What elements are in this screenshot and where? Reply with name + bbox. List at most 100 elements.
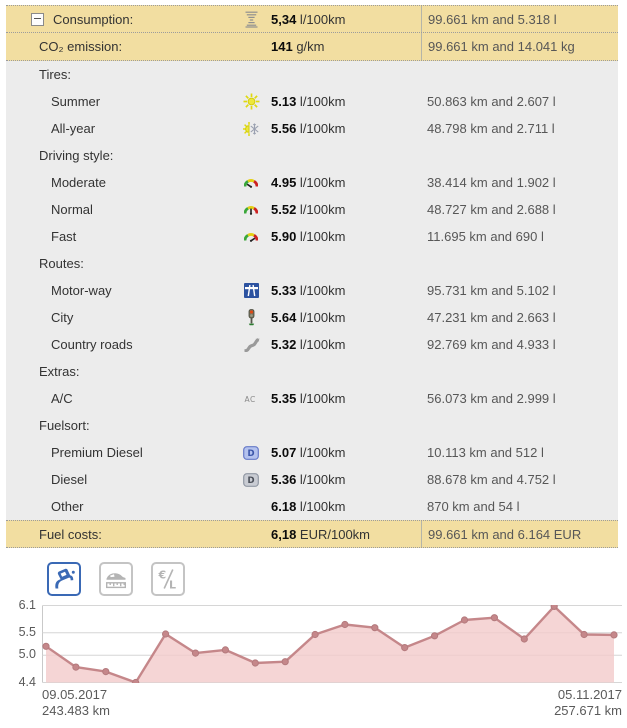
diesel-icon: D bbox=[243, 472, 259, 487]
chart-plot-area bbox=[42, 605, 622, 683]
row-stats: 50.863 km and 2.607 l bbox=[427, 94, 556, 109]
row-tires: Tires: bbox=[6, 61, 618, 88]
value: 5,34 bbox=[271, 11, 297, 27]
unit: l/100km bbox=[296, 175, 346, 190]
unit: l/100km bbox=[296, 445, 346, 460]
unit: l/100km bbox=[296, 202, 346, 217]
unit: l/100km bbox=[296, 472, 346, 487]
value: 5.56 bbox=[271, 121, 297, 136]
x-axis-end-label: 05.11.2017 257.671 km bbox=[554, 687, 622, 719]
svg-text:D: D bbox=[247, 449, 254, 459]
svg-text:€: € bbox=[158, 569, 167, 582]
row-label: CO₂ emission: bbox=[39, 39, 123, 54]
row-stats: 92.769 km and 4.933 l bbox=[427, 337, 556, 352]
y-tick-label: 6.1 bbox=[18, 597, 36, 612]
row-stats: 11.695 km and 690 l bbox=[427, 229, 544, 244]
row-stats: 48.798 km and 2.711 l bbox=[427, 121, 555, 136]
row-driving-style: Driving style: bbox=[6, 142, 618, 169]
row-label: Moderate bbox=[51, 175, 106, 190]
unit: l/100km bbox=[296, 499, 346, 514]
row-label: Motor-way bbox=[51, 283, 112, 298]
row-label: Premium Diesel bbox=[51, 445, 143, 460]
row-other: Other 6.18 l/100km 870 km and 54 l bbox=[6, 493, 618, 520]
winding-road-icon bbox=[243, 337, 260, 352]
unit: g/km bbox=[292, 39, 325, 54]
gauge-mid-icon bbox=[244, 204, 258, 215]
row-label: A/C bbox=[51, 391, 73, 406]
start-odometer: 243.483 km bbox=[42, 703, 110, 718]
value: 5.32 bbox=[271, 337, 297, 352]
row-fast: Fast 5.90 l/100km 11.695 km and 690 l bbox=[6, 223, 618, 250]
y-tick-label: 5.0 bbox=[18, 647, 36, 662]
value: 5.52 bbox=[271, 202, 297, 217]
row-stats: 870 km and 54 l bbox=[427, 499, 520, 514]
row-stats: 56.073 km and 2.999 l bbox=[427, 391, 556, 406]
row-moderate: Moderate 4.95 l/100km 38.414 km and 1.902 … bbox=[6, 169, 618, 196]
gauge-high-icon bbox=[244, 231, 258, 242]
fuel-pump-icon bbox=[52, 567, 76, 591]
unit: l/100km bbox=[296, 94, 346, 109]
y-tick-label: 4.4 bbox=[18, 674, 36, 689]
row-fuelsort: Fuelsort: bbox=[6, 412, 618, 439]
row-label: Diesel bbox=[51, 472, 88, 487]
car-ruler-icon bbox=[104, 567, 128, 591]
end-odometer: 257.671 km bbox=[554, 703, 622, 718]
row-country-roads: Country roads 5.32 l/100km 92.769 km and 4… bbox=[6, 331, 618, 358]
row-stats: 48.727 km and 2.688 l bbox=[427, 202, 556, 217]
value: 141 bbox=[271, 39, 293, 54]
section-label: Tires: bbox=[39, 67, 72, 82]
unit: l/100km bbox=[296, 283, 346, 298]
start-date: 09.05.2017 bbox=[42, 687, 108, 702]
price-per-liter-icon: € L bbox=[156, 567, 180, 592]
row-fuel-costs: Fuel costs: 6,18 EUR/100km 99.661 km and 6… bbox=[6, 520, 618, 548]
section-label: Fuelsort: bbox=[39, 418, 90, 433]
row-stats: 47.231 km and 2.663 l bbox=[427, 310, 556, 325]
statistics-table: Consumption: 5,34 l/100km 99.661 km and 5.… bbox=[6, 5, 618, 548]
unit: l/100km bbox=[296, 337, 346, 352]
consumption-chart-button[interactable] bbox=[47, 562, 81, 596]
unit: l/100km bbox=[296, 310, 346, 325]
value: 4.95 bbox=[271, 175, 297, 190]
motorway-icon bbox=[243, 283, 259, 298]
row-label: Fast bbox=[51, 229, 77, 244]
row-summer: Summer 5.13 l/100km 50.863 km and 2.607 l bbox=[6, 88, 618, 115]
row-label: Summer bbox=[51, 94, 101, 109]
svg-text:L: L bbox=[169, 579, 176, 592]
row-label: City bbox=[51, 310, 74, 325]
value: 6.18 bbox=[271, 499, 297, 514]
section-label: Routes: bbox=[39, 256, 84, 271]
fuel-price-chart-button[interactable]: € L bbox=[151, 562, 185, 596]
row-label: Country roads bbox=[51, 337, 133, 352]
row-stats: 99.661 km and 6.164 EUR bbox=[421, 521, 618, 547]
y-tick-label: 5.5 bbox=[18, 624, 36, 639]
sun-icon bbox=[243, 93, 260, 110]
svg-text:D: D bbox=[247, 476, 254, 486]
collapse-icon[interactable] bbox=[31, 12, 44, 26]
row-label: Fuel costs: bbox=[39, 526, 102, 542]
consumption-chart: 6.1 5.5 5.0 4.4 bbox=[0, 598, 627, 689]
row-label: Normal bbox=[51, 202, 93, 217]
unit: EUR/100km bbox=[296, 526, 371, 542]
row-routes: Routes: bbox=[6, 250, 618, 277]
row-all-year: All-year 5.56 l/100km 48.798 km and 2.711 … bbox=[6, 115, 618, 142]
row-label: Consumption: bbox=[53, 11, 134, 27]
consumption-gauge-icon bbox=[245, 11, 258, 28]
end-date: 05.11.2017 bbox=[557, 687, 622, 702]
traffic-light-icon bbox=[247, 309, 256, 326]
diesel-premium-icon: D bbox=[243, 445, 259, 460]
value: 5.90 bbox=[271, 229, 297, 244]
row-normal: Normal 5.52 l/100km 48.727 km and 2.688 l bbox=[6, 196, 618, 223]
unit: l/100km bbox=[296, 11, 346, 27]
row-a-c: A/C AC 5.35 l/100km 56.073 km and 2.999 l bbox=[6, 385, 618, 412]
sun-snowflake-icon bbox=[242, 121, 260, 137]
svg-text:AC: AC bbox=[244, 395, 255, 404]
row-stats: 99.661 km and 14.041 kg bbox=[421, 33, 618, 60]
distance-chart-button[interactable] bbox=[99, 562, 133, 596]
row-city: City 5.64 l/100km 47.231 km and 2.663 l bbox=[6, 304, 618, 331]
chart-y-axis: 6.1 5.5 5.0 4.4 bbox=[0, 598, 36, 689]
unit: l/100km bbox=[296, 391, 346, 406]
row-stats: 88.678 km and 4.752 l bbox=[427, 472, 556, 487]
section-label: Driving style: bbox=[39, 148, 114, 163]
chart-x-axis: 09.05.2017 243.483 km 05.11.2017 257.671… bbox=[42, 687, 622, 719]
section-label: Extras: bbox=[39, 364, 80, 379]
